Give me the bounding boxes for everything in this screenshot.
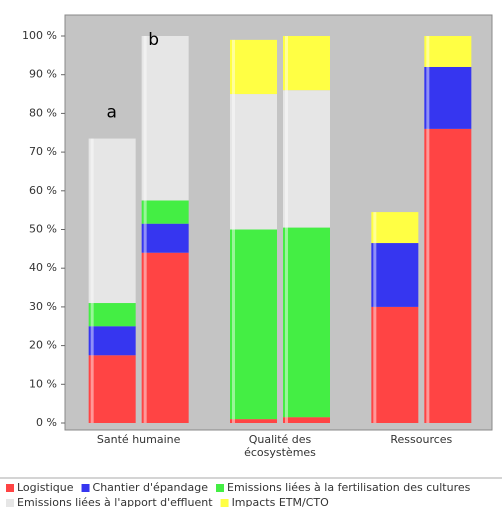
legend-item: Impacts ETM/CTO: [220, 496, 330, 507]
y-tick-label: 50 %: [29, 223, 57, 236]
y-tick-label: 40 %: [29, 261, 57, 274]
legend-label: Chantier d'épandage: [93, 481, 209, 494]
bar-segment: [141, 252, 189, 423]
bar-shine: [373, 212, 377, 423]
bar-segment: [371, 243, 419, 307]
bar-segment: [283, 36, 330, 91]
y-tick-label: 100 %: [22, 29, 57, 42]
legend-swatch: [6, 499, 14, 507]
bar-segment: [230, 39, 277, 95]
legend-label: Emissions liées à la fertilisation des c…: [227, 481, 471, 494]
x-tick-line: écosystèmes: [244, 446, 316, 459]
y-tick-label: 60 %: [29, 184, 57, 197]
bar-segment: [230, 419, 277, 423]
bar-segment: [88, 138, 136, 304]
legend-label: Logistique: [17, 481, 74, 494]
bar-segment: [141, 200, 189, 224]
legend-item: Logistique: [6, 481, 74, 494]
bar-shine: [90, 138, 94, 423]
legend-swatch: [216, 484, 224, 492]
x-tick-label: Ressources: [390, 433, 452, 446]
bar-segment: [371, 306, 419, 423]
bar-segment: [283, 417, 330, 423]
legend-label: Emissions liées à l'apport d'effluent: [17, 496, 213, 507]
legend-swatch: [81, 484, 90, 492]
legend-swatch: [220, 499, 229, 507]
x-tick-label: Qualité des écosystèmes: [244, 433, 316, 459]
plot-area: [64, 14, 493, 431]
legend-item: Emissions liées à l'apport d'effluent: [6, 496, 213, 507]
y-tick-label: 30 %: [29, 300, 57, 313]
x-tick-label: Santé humaine: [97, 433, 181, 446]
bar-shine: [426, 36, 430, 423]
bar-shine: [285, 36, 288, 423]
legend-item: Chantier d'épandage: [81, 481, 209, 494]
bar-segment: [230, 94, 277, 230]
bar-segment: [424, 36, 472, 67]
bar-segment: [88, 303, 136, 327]
bar-segment: [424, 66, 472, 129]
y-tick-label: 20 %: [29, 339, 57, 352]
y-tick-label: 0 %: [36, 416, 57, 429]
bar-segment: [283, 90, 330, 228]
y-tick-label: 70 %: [29, 145, 57, 158]
legend-label: Impacts ETM/CTO: [232, 496, 330, 507]
bar-segment: [283, 227, 330, 418]
bar-shine: [232, 39, 235, 424]
bar-segment: [141, 223, 189, 253]
annotation: a: [106, 103, 116, 123]
bar-segment: [371, 212, 419, 244]
y-tick-label: 90 %: [29, 68, 57, 81]
y-tick-label: 80 %: [29, 106, 57, 119]
legend-swatch: [6, 484, 14, 492]
bar-segment: [230, 229, 277, 420]
bar-segment: [141, 36, 189, 201]
bar-segment: [88, 326, 136, 356]
bar-segment: [424, 128, 472, 423]
bar-shine: [143, 36, 147, 423]
bar-segment: [88, 355, 136, 423]
annotation: b: [148, 30, 159, 50]
legend-item: Emissions liées à la fertilisation des c…: [216, 481, 471, 494]
y-tick-label: 10 %: [29, 377, 57, 390]
x-tick-line: Qualité des: [249, 433, 312, 446]
